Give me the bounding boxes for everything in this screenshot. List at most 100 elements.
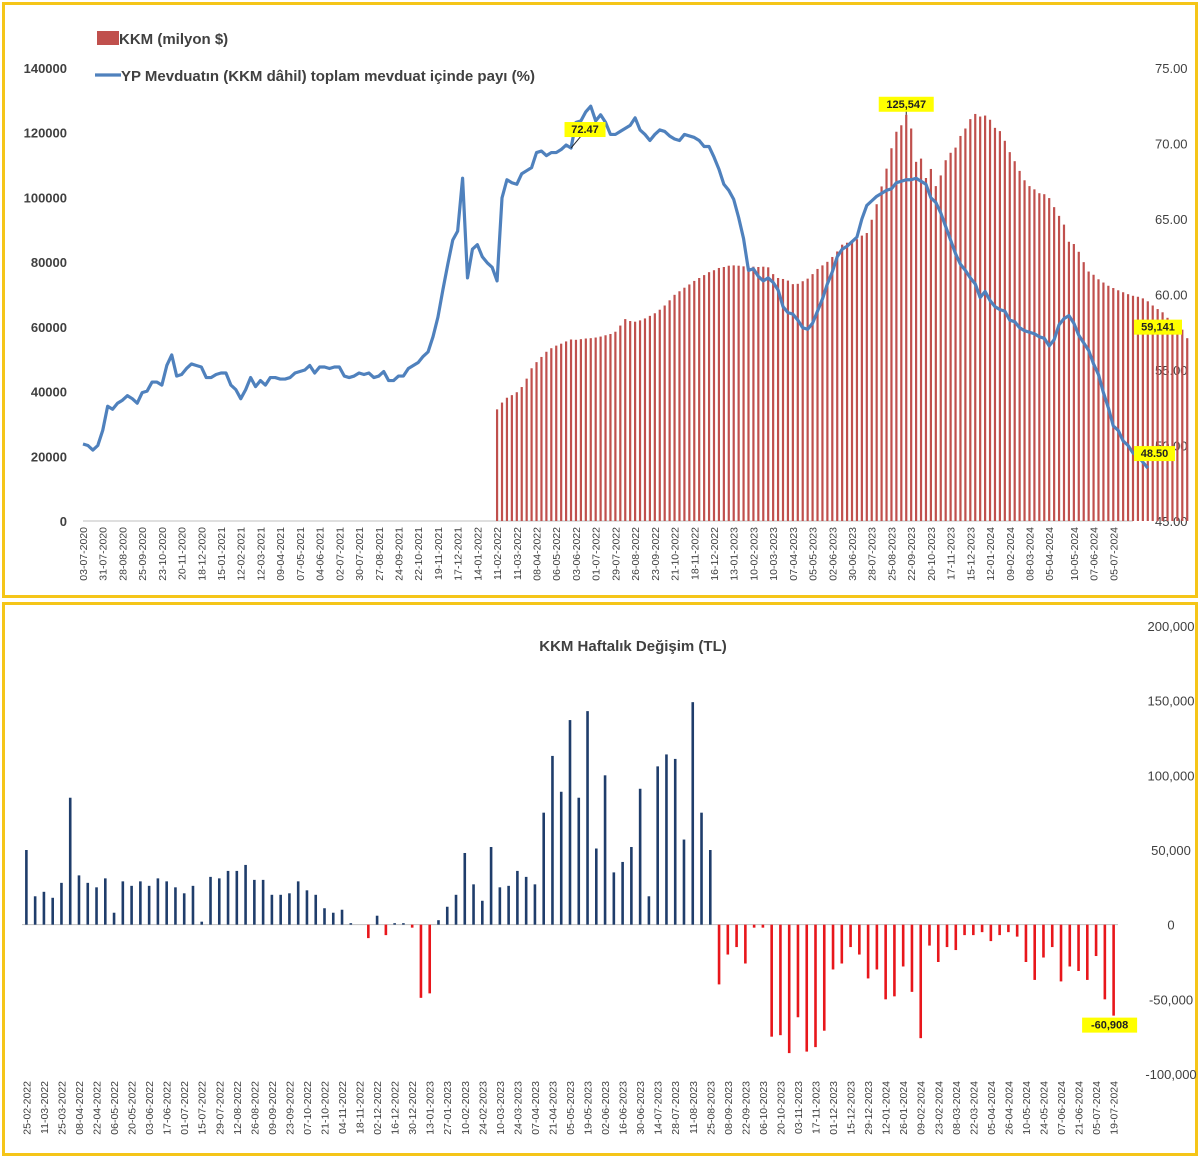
weekly-change-bar [200,921,204,925]
weekly-change-bar [744,924,747,964]
kkm-share-chart-panel: 0 20000 40000 60000 80000 100000 120000 140000 4… [2,2,1198,598]
x-axis-tick-label: 30-12-2022 [407,1081,419,1135]
kkm-bar [836,251,839,521]
x-axis-tick-label: 21-10-2022 [320,1081,332,1135]
weekly-change-bar [954,924,958,951]
weekly-change-bar [174,887,177,925]
kkm-bar [1166,317,1169,521]
weekly-change-bar [507,885,510,925]
x-axis-tick-label: 17-11-2023 [811,1081,823,1134]
x-axis-tick-label: 10-03-2023 [495,1081,507,1135]
weekly-change-bar [261,879,265,925]
weekly-change-bar [893,924,896,997]
x-axis-tick-label: 02-12-2022 [372,1081,384,1135]
weekly-change-bar [1077,924,1080,971]
kkm-bar [1072,244,1075,521]
kkm-bar [579,339,582,521]
kkm-bar [599,336,602,521]
kkm-bar [658,309,661,521]
kkm-bar [816,268,819,521]
kkm-bar [964,128,967,521]
kkm-bar [875,204,878,521]
weekly-change-bar [752,924,756,928]
weekly-change-bar [761,924,765,928]
kkm-bar [1122,292,1125,521]
kkm-bar [545,351,548,521]
weekly-change-bar [665,754,668,925]
x-axis-tick-label: 28-07-2023 [867,527,879,581]
weekly-change-bar [95,887,98,925]
callout-kkm-last-bg [1134,319,1182,335]
weekly-change-bar [1068,924,1072,967]
kkm-bar [845,242,849,522]
x-axis-tick-label: 05-04-2024 [1044,527,1056,581]
kkm-bar [1023,180,1026,521]
x-axis-tick-label: 17-11-2023 [946,527,958,580]
right-axis-tick: 60.00 [1155,288,1188,303]
kkm-bar [589,338,592,521]
kkm-bar [495,409,499,521]
kkm-bar [673,294,676,521]
kkm-bar [993,127,997,522]
weekly-change-bar [86,882,90,925]
weekly-change-bar [42,891,46,925]
weekly-change-bar [25,850,28,925]
legend-label-share: YP Mevduatın (KKM dâhil) toplam mevduat … [121,68,535,85]
kkm-bar [1161,312,1164,521]
kkm-bar [569,339,573,521]
kkm-bar [969,119,972,522]
kkm-bar [565,341,568,521]
x-axis-tick-label: 15-07-2022 [197,1081,209,1135]
kkm-bar [910,128,913,521]
weekly-change-bar [323,908,326,925]
weekly-change-bar [112,912,116,925]
callout-share-peak-bg [564,122,606,138]
kkm-bar [1018,170,1021,521]
weekly-change-bar [831,924,835,970]
x-axis-tick-label: 08-03-2024 [1025,527,1037,581]
kkm-bar [974,113,977,521]
kkm-bar [500,402,504,521]
kkm-bar [934,186,937,521]
x-axis-tick-label: 03-06-2022 [144,1081,156,1135]
x-axis-tick-label: 25-02-2022 [21,1081,33,1135]
weekly-change-bar [682,839,686,925]
x-axis-tick-label: 13-01-2023 [729,527,741,581]
x-axis-tick-label: 24-03-2023 [512,1081,524,1135]
weekly-change-bar [770,924,773,1037]
weekly-change-bar [121,881,125,925]
x-axis-tick-label: 15-01-2021 [216,527,228,581]
x-axis-tick-label: 17-12-2021 [453,527,465,581]
kkm-bar [747,266,750,521]
kkm-bar [806,278,809,521]
weekly-change-bar [840,924,844,964]
weekly-change-bar [1094,924,1098,957]
weekly-change-bar [481,900,484,925]
x-axis-tick-label: 30-06-2023 [847,527,859,581]
kkm-bar [865,233,868,521]
x-axis-tick-label: 10-03-2023 [768,527,780,581]
weekly-change-bar [226,870,230,925]
x-axis-tick-label: 26-08-2022 [630,527,642,581]
weekly-change-bar [1050,924,1054,948]
x-axis-tick-label: 20-10-2023 [775,1081,787,1135]
weekly-change-bar [726,924,730,955]
x-axis-tick-label: 24-05-2024 [1039,1081,1051,1135]
x-axis-tick-label: 20-11-2020 [177,527,189,580]
x-axis-tick-label: 09-04-2021 [275,527,287,581]
weekly-change-bar [945,924,949,948]
x-axis-tick-label: 26-08-2022 [249,1081,261,1135]
kkm-bar [634,321,637,521]
weekly-change-bar [656,766,659,925]
x-axis-tick-label: 13-01-2023 [425,1081,437,1135]
x-axis-tick-label: 05-05-2023 [808,527,820,581]
weekly-change-bar [901,924,905,967]
kkm-bar [505,397,509,521]
left-axis-tick: 120000 [24,126,67,141]
weekly-change-bar [673,758,677,925]
kkm-bar [1186,338,1189,521]
x-axis-tick-label: 25-08-2023 [705,1081,717,1135]
x-axis-tick-label: 09-02-2024 [916,1081,928,1135]
weekly-change-bar [1024,924,1028,962]
kkm-bar [520,387,523,521]
